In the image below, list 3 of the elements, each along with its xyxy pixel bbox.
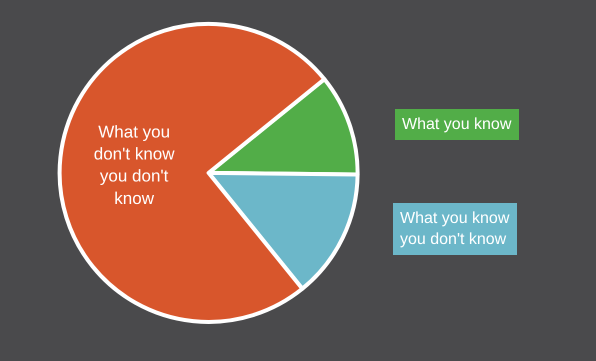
- slice-label: What you don't know you don't know: [94, 122, 176, 208]
- slice-label: What you know: [402, 116, 512, 133]
- slice-label: What you know you don't know: [400, 210, 510, 248]
